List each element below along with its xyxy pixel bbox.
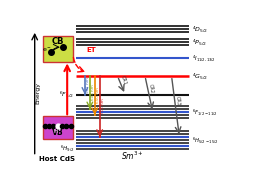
Text: 650 nm: 650 nm	[96, 88, 100, 103]
FancyBboxPatch shape	[43, 116, 73, 139]
Text: 713 nm: 713 nm	[101, 98, 105, 114]
Text: Host CdS: Host CdS	[39, 156, 75, 162]
Text: 567 nm: 567 nm	[86, 77, 90, 93]
Text: $^6F_{5/2}$: $^6F_{5/2}$	[59, 90, 74, 99]
FancyBboxPatch shape	[43, 36, 73, 62]
Text: VB: VB	[52, 128, 64, 137]
Text: $^6H_{5/2-15/2}$: $^6H_{5/2-15/2}$	[192, 135, 219, 145]
Text: Sm$^{3+}$: Sm$^{3+}$	[121, 150, 144, 162]
Text: $^4G_{5/2}$: $^4G_{5/2}$	[192, 71, 209, 81]
Text: Energy: Energy	[36, 81, 41, 104]
Text: CR1: CR1	[119, 74, 127, 85]
Text: $^4I_{11/2, 13/2}$: $^4I_{11/2, 13/2}$	[192, 54, 216, 63]
Text: ET: ET	[86, 47, 96, 53]
Text: 604 nm: 604 nm	[91, 85, 96, 100]
Text: e$^-$: e$^-$	[42, 46, 52, 54]
Text: $^6H_{9/2}$: $^6H_{9/2}$	[60, 144, 74, 153]
Text: CB: CB	[52, 37, 64, 46]
Text: $^4P_{5/2}$: $^4P_{5/2}$	[192, 38, 207, 47]
Text: CR2: CR2	[148, 84, 154, 94]
Text: $^6F_{1/2-11/2}$: $^6F_{1/2-11/2}$	[192, 107, 218, 117]
Text: $^4D_{5/2}$: $^4D_{5/2}$	[192, 25, 209, 34]
Text: h$^+$: h$^+$	[53, 127, 63, 136]
Text: CR3: CR3	[174, 96, 180, 106]
